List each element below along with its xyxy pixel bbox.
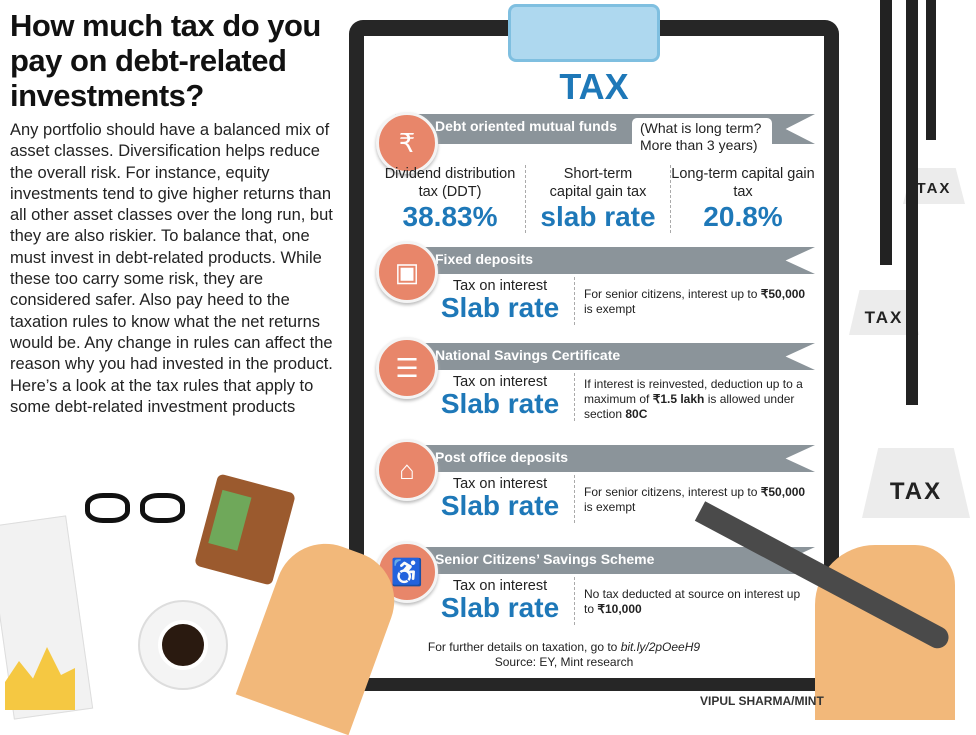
column-label: Dividend distribution tax (DDT): [384, 166, 516, 200]
board-title: TAX: [559, 66, 629, 107]
divider: [574, 475, 575, 523]
note-text: is exempt: [584, 302, 636, 316]
note-amount: ₹50,000: [760, 287, 806, 301]
rope: [880, 0, 892, 265]
long-term-callout: (What is long term? More than 3 years): [632, 118, 772, 156]
section-heading: Fixed deposits: [435, 251, 534, 267]
note-amount: ₹50,000: [760, 485, 806, 499]
rope: [906, 0, 918, 405]
note-text: is allowed under section: [584, 392, 795, 421]
mutual-fund-columns: Dividend distribution tax (DDT) 38.83% Sh…: [375, 165, 815, 233]
rate-value: Slab rate: [440, 490, 560, 521]
section-rate: Tax on interest Slab rate: [430, 373, 570, 420]
rate-value: Slab rate: [440, 592, 560, 623]
section-heading: National Savings Certificate: [435, 347, 621, 363]
column-value: 20.8%: [703, 201, 783, 232]
money-plant-icon: ₹: [376, 112, 438, 174]
details-link[interactable]: bit.ly/2pOeeH9: [620, 640, 701, 654]
page-title: How much tax do you pay on debt-related …: [10, 8, 321, 113]
credit: VIPUL SHARMA/MINT: [700, 694, 824, 708]
post-box-icon: ⌂: [376, 439, 438, 501]
rate-value: Slab rate: [440, 292, 560, 323]
section-note: For senior citizens, interest up to ₹50,…: [584, 287, 809, 317]
column-label: Long-term capital gain tax: [671, 166, 815, 200]
rate-label: Tax on interest: [452, 278, 548, 294]
section-note: If interest is reinvested, deduction up …: [584, 377, 809, 422]
section-banner: Senior Citizens’ Savings Scheme: [395, 547, 815, 574]
rate-label: Tax on interest: [452, 578, 548, 594]
rope: [926, 0, 936, 140]
rate-label: Tax on interest: [452, 374, 548, 390]
ltcg-column: Long-term capital gain tax 20.8%: [670, 165, 815, 233]
stcg-column: Short-term capital gain tax slab rate: [525, 165, 670, 233]
clipboard-clip: [508, 4, 660, 62]
divider: [574, 373, 575, 421]
section-rate: Tax on interest Slab rate: [430, 475, 570, 522]
section-heading: Debt oriented mutual funds: [435, 118, 617, 134]
section-note: For senior citizens, interest up to ₹50,…: [584, 485, 809, 515]
note-text: No tax deducted at source on interest up…: [584, 587, 801, 616]
details-text: For further details on taxation, go to: [427, 640, 621, 654]
divider: [574, 277, 575, 325]
note-section: 80C: [625, 407, 648, 421]
note-text: is exempt: [584, 500, 636, 514]
note-amount: ₹1.5 lakh: [652, 392, 705, 406]
ddt-column: Dividend distribution tax (DDT) 38.83%: [375, 165, 525, 233]
rate-value: Slab rate: [440, 388, 560, 419]
section-heading: Post office deposits: [435, 449, 569, 465]
column-value: slab rate: [540, 201, 656, 232]
divider: [574, 577, 575, 625]
section-banner: Fixed deposits: [395, 247, 815, 274]
section-rate: Tax on interest Slab rate: [430, 277, 570, 324]
safe-icon: ▣: [376, 241, 438, 303]
rate-label: Tax on interest: [452, 476, 548, 492]
note-amount: ₹10,000: [597, 602, 642, 616]
footer: For further details on taxation, go to b…: [364, 640, 764, 670]
tax-weight: TAX: [862, 448, 970, 518]
section-note: No tax deducted at source on interest up…: [584, 587, 809, 617]
column-value: 38.83%: [402, 201, 498, 232]
certificate-icon: ☰: [376, 337, 438, 399]
source-text: Source: EY, Mint research: [494, 655, 634, 669]
note-text: For senior citizens, interest up to: [584, 287, 761, 301]
column-label: Short-term capital gain tax: [549, 166, 647, 200]
coffee-cup-icon: [138, 600, 228, 690]
note-text: If interest is reinvested, deduction up …: [584, 377, 803, 406]
section-banner: Post office deposits: [395, 445, 815, 472]
section-heading: Senior Citizens’ Savings Scheme: [435, 551, 655, 567]
intro-text: Any portfolio should have a balanced mix…: [10, 121, 333, 416]
glasses-icon: [80, 488, 190, 528]
section-banner: National Savings Certificate: [395, 343, 815, 370]
note-text: For senior citizens, interest up to: [584, 485, 761, 499]
section-rate: Tax on interest Slab rate: [430, 577, 570, 624]
